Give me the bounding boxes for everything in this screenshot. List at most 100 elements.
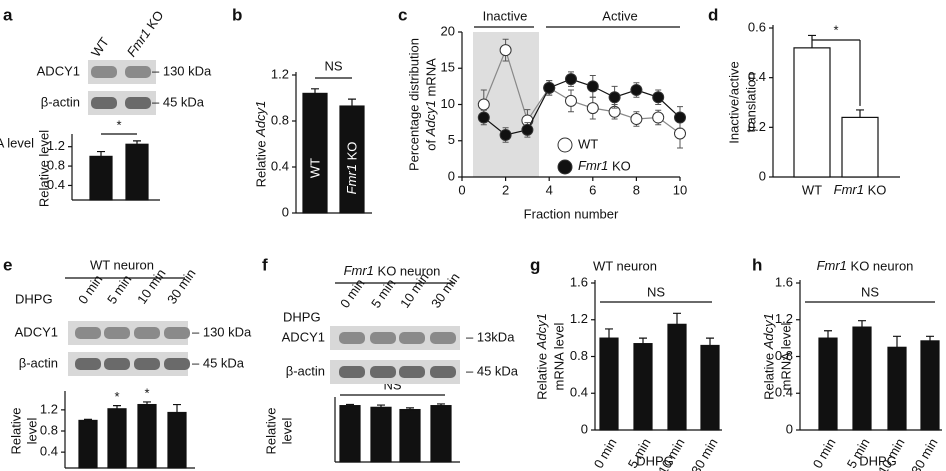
y-axis-label: Relative Adcy1 (253, 101, 268, 188)
y-axis-label: translation (743, 73, 758, 133)
y-tick-label: 0 (448, 168, 455, 183)
series-marker (499, 44, 512, 57)
y-axis-label: mRNA level (778, 322, 793, 390)
blot-band (75, 358, 101, 370)
y-tick-label: 1.2 (775, 311, 793, 326)
category-label: WT (307, 158, 322, 178)
panel-title: WT neuron (90, 257, 154, 272)
y-axis-label: Relative Adcy1 (761, 313, 776, 400)
error-bar (113, 405, 121, 409)
x-axis-label: DHPG (636, 453, 674, 468)
blot-band (125, 66, 151, 78)
bar (107, 408, 127, 469)
y-tick-label: 0.4 (748, 69, 766, 84)
bar (793, 47, 831, 178)
category-label: Fmr1 KO (124, 8, 167, 60)
y-tick-label: 0 (282, 204, 289, 219)
bar (633, 343, 653, 431)
error-bar (377, 404, 385, 408)
error-bar (437, 403, 445, 406)
series-marker (565, 73, 577, 86)
error-bar (639, 337, 647, 344)
significance-label: NS (647, 284, 665, 299)
series-marker (652, 91, 665, 104)
bar (841, 116, 879, 178)
error-bar (856, 109, 864, 118)
bar (78, 419, 98, 469)
panel-letter: g (530, 255, 540, 274)
blot-row-label: ADCY1 (15, 324, 58, 339)
y-tick-label: 1.6 (775, 274, 793, 289)
category-label: Fmr1 KO (834, 182, 887, 197)
y-tick-label: 15 (441, 60, 455, 75)
y-tick-label: 0.4 (570, 385, 588, 400)
region-label: Active (602, 8, 637, 23)
error-bar (605, 328, 613, 339)
y-axis-label: Inactive/active (726, 61, 741, 143)
series-marker (543, 81, 556, 94)
y-axis-label: Percentage distribution (406, 38, 421, 171)
blot-band (104, 358, 130, 370)
blot-size-label: – 13kDa (466, 329, 515, 344)
blot-size-label: – 130 kDa (192, 324, 252, 339)
blot-band (104, 327, 130, 339)
error-bar (311, 88, 319, 94)
bar (599, 337, 619, 431)
bar (370, 406, 392, 463)
blot-size-label: – 45 kDa (152, 94, 205, 109)
legend-label: WT (578, 136, 598, 151)
blot-band (134, 358, 160, 370)
bar (399, 408, 421, 463)
series-marker (608, 91, 621, 104)
y-tick-label: 5 (448, 132, 455, 147)
significance-label: * (116, 117, 121, 132)
category-label: Fmr1 KO (344, 142, 359, 195)
error-bar (706, 337, 714, 346)
y-tick-label: 0.4 (775, 385, 793, 400)
series-marker (521, 123, 534, 136)
series-marker (477, 111, 490, 124)
y-tick-label: 0.8 (40, 422, 58, 437)
significance-label: NS (324, 58, 342, 73)
y-axis-label: of Adcy1 mRNA (423, 58, 438, 151)
y-tick-label: 0.6 (748, 19, 766, 34)
y-tick-label: 0.8 (271, 112, 289, 127)
blot-band (134, 327, 160, 339)
significance-label: NS (861, 284, 879, 299)
blot-row-label: β-actin (19, 355, 58, 370)
y-tick-label: 0.2 (748, 119, 766, 134)
panel-title: Fmr1 KO neuron (817, 258, 914, 273)
blot-band (370, 332, 396, 344)
y-axis-label: Relative (8, 408, 23, 455)
significance-star: * (114, 389, 119, 404)
bar (125, 143, 149, 201)
bar (818, 337, 838, 431)
y-axis-label: mRNA level (551, 322, 566, 390)
bar (302, 92, 328, 214)
bar (430, 405, 452, 463)
blot-band (399, 366, 425, 378)
bar (339, 405, 361, 463)
blot-band (125, 97, 151, 109)
series-marker (674, 111, 686, 124)
panel-letter: a (3, 5, 13, 24)
x-axis-label: DHPG (859, 453, 897, 468)
error-bar (808, 34, 816, 48)
y-tick-label: 1.2 (47, 138, 65, 153)
y-tick-label: 0.4 (47, 177, 65, 192)
significance-label: * (833, 22, 838, 37)
bar (137, 403, 157, 469)
panel-letter: e (3, 255, 12, 274)
error-bar (143, 401, 151, 405)
error-bar (348, 98, 356, 107)
y-tick-label: 0 (786, 421, 793, 436)
series-line (483, 78, 681, 136)
blot-band (164, 327, 190, 339)
blot-size-label: – 45 kDa (466, 363, 519, 378)
bar (89, 155, 113, 201)
error-bar (133, 140, 141, 145)
treatment-label: DHPG (15, 291, 53, 306)
panel-letter: c (398, 5, 407, 24)
y-tick-label: 20 (441, 23, 455, 38)
